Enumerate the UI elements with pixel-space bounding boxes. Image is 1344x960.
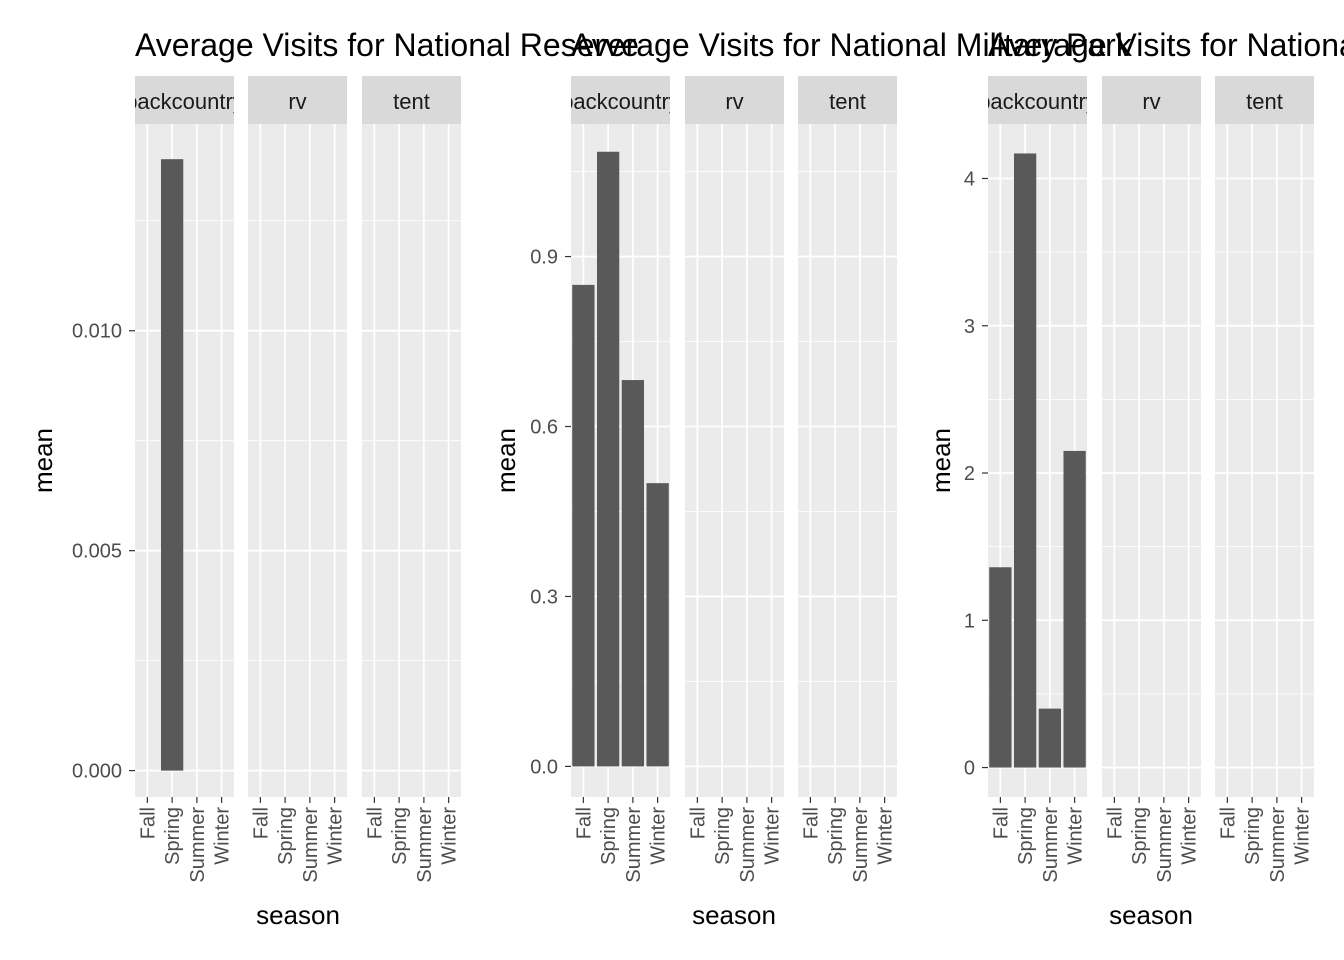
x-tick-label: Winter bbox=[1292, 807, 1314, 865]
x-tick-label: Spring bbox=[275, 807, 297, 865]
panel-background bbox=[1215, 124, 1314, 797]
bar-backcountry-summer bbox=[1039, 709, 1061, 768]
x-tick-label: Winter bbox=[875, 807, 897, 865]
x-tick-label: Fall bbox=[573, 807, 595, 839]
y-tick-label: 0 bbox=[964, 758, 975, 780]
facet-strip-label: backcountry bbox=[125, 89, 244, 114]
facet-strip-label: tent bbox=[393, 89, 430, 114]
panel-background bbox=[1102, 124, 1201, 797]
facet-panel-backcountry: backcountry Fall Spring Summer Winter bbox=[561, 76, 680, 883]
bar-backcountry-winter bbox=[1063, 451, 1085, 768]
chart-title-3: Average Visits for National Park bbox=[988, 27, 1344, 63]
bar-backcountry-spring bbox=[597, 152, 619, 767]
facet-strip-label: backcountry bbox=[561, 89, 680, 114]
x-tick-label: Winter bbox=[762, 807, 784, 865]
x-axis-title: season bbox=[692, 900, 776, 930]
y-tick-label: 0.3 bbox=[530, 586, 558, 608]
x-tick-label: Spring bbox=[1129, 807, 1151, 865]
y-tick-label: 3 bbox=[964, 316, 975, 338]
x-tick-label: Fall bbox=[1217, 807, 1239, 839]
x-tick-label: Winter bbox=[1065, 807, 1087, 865]
y-tick-label: 4 bbox=[964, 168, 975, 190]
facet-panel-tent: tent Fall Spring Summer Winter bbox=[1215, 76, 1314, 883]
x-tick-label: Fall bbox=[687, 807, 709, 839]
x-tick-label: Fall bbox=[364, 807, 386, 839]
facet-strip-label: backcountry bbox=[978, 89, 1097, 114]
facet-strip-label: tent bbox=[829, 89, 866, 114]
facet-panel-rv: rv Fall Spring Summer Winter bbox=[248, 76, 347, 883]
x-tick-label: Summer bbox=[414, 807, 436, 883]
x-tick-label: Spring bbox=[1015, 807, 1037, 865]
x-tick-label: Summer bbox=[737, 807, 759, 883]
y-tick-label: 0.010 bbox=[72, 321, 122, 343]
facet-strip-label: rv bbox=[1142, 89, 1160, 114]
x-tick-label: Summer bbox=[1040, 807, 1062, 883]
facet-panel-rv: rv Fall Spring Summer Winter bbox=[685, 76, 784, 883]
panel-background bbox=[135, 124, 234, 797]
x-tick-label: Winter bbox=[1179, 807, 1201, 865]
x-tick-label: Spring bbox=[389, 807, 411, 865]
x-tick-label: Spring bbox=[598, 807, 620, 865]
facet-panel-tent: tent Fall Spring Summer Winter bbox=[798, 76, 897, 883]
x-tick-label: Spring bbox=[825, 807, 847, 865]
x-tick-label: Fall bbox=[1104, 807, 1126, 839]
y-tick-label: 0.005 bbox=[72, 541, 122, 563]
x-tick-label: Summer bbox=[623, 807, 645, 883]
bar-backcountry-spring bbox=[161, 159, 183, 770]
x-tick-label: Fall bbox=[990, 807, 1012, 839]
x-tick-label: Fall bbox=[800, 807, 822, 839]
y-axis-title: mean bbox=[491, 428, 521, 493]
facet-panel-backcountry: backcountry Fall Spring Summer Winter bbox=[978, 76, 1097, 883]
y-tick-label: 1 bbox=[964, 610, 975, 632]
x-axis-title: season bbox=[256, 900, 340, 930]
x-tick-label: Winter bbox=[325, 807, 347, 865]
x-axis-title: season bbox=[1109, 900, 1193, 930]
x-tick-label: Winter bbox=[212, 807, 234, 865]
x-tick-label: Summer bbox=[300, 807, 322, 883]
panel-background bbox=[248, 124, 347, 797]
y-axis-title: mean bbox=[28, 428, 58, 493]
panel-background bbox=[362, 124, 461, 797]
bar-backcountry-summer bbox=[622, 380, 644, 766]
bar-backcountry-spring bbox=[1014, 153, 1036, 767]
x-tick-label: Summer bbox=[850, 807, 872, 883]
y-tick-label: 0.6 bbox=[530, 417, 558, 439]
facet-strip-label: rv bbox=[725, 89, 743, 114]
x-tick-label: Spring bbox=[712, 807, 734, 865]
x-tick-label: Summer bbox=[1154, 807, 1176, 883]
bar-backcountry-winter bbox=[646, 483, 668, 766]
x-tick-label: Spring bbox=[1242, 807, 1264, 865]
x-tick-label: Summer bbox=[187, 807, 209, 883]
y-tick-label: 0.0 bbox=[530, 756, 558, 778]
facet-panel-tent: tent Fall Spring Summer Winter bbox=[362, 76, 461, 883]
y-tick-label: 2 bbox=[964, 463, 975, 485]
panel-background bbox=[685, 124, 784, 797]
x-tick-label: Fall bbox=[250, 807, 272, 839]
facet-strip-label: rv bbox=[288, 89, 306, 114]
x-tick-label: Summer bbox=[1267, 807, 1289, 883]
y-tick-label: 0.000 bbox=[72, 761, 122, 783]
x-tick-label: Winter bbox=[648, 807, 670, 865]
bar-backcountry-fall bbox=[572, 285, 594, 767]
chart-title-1: Average Visits for National Reserve bbox=[135, 27, 639, 63]
y-tick-label: 0.9 bbox=[530, 247, 558, 269]
facet-panel-backcountry: backcountry Fall Spring Summer Winter bbox=[125, 76, 244, 883]
x-tick-label: Spring bbox=[162, 807, 184, 865]
x-tick-label: Fall bbox=[137, 807, 159, 839]
facet-panel-rv: rv Fall Spring Summer Winter bbox=[1102, 76, 1201, 883]
y-axis-title: mean bbox=[926, 428, 956, 493]
facet-strip-label: tent bbox=[1246, 89, 1283, 114]
bar-backcountry-fall bbox=[989, 567, 1011, 767]
x-tick-label: Winter bbox=[439, 807, 461, 865]
panel-background bbox=[798, 124, 897, 797]
